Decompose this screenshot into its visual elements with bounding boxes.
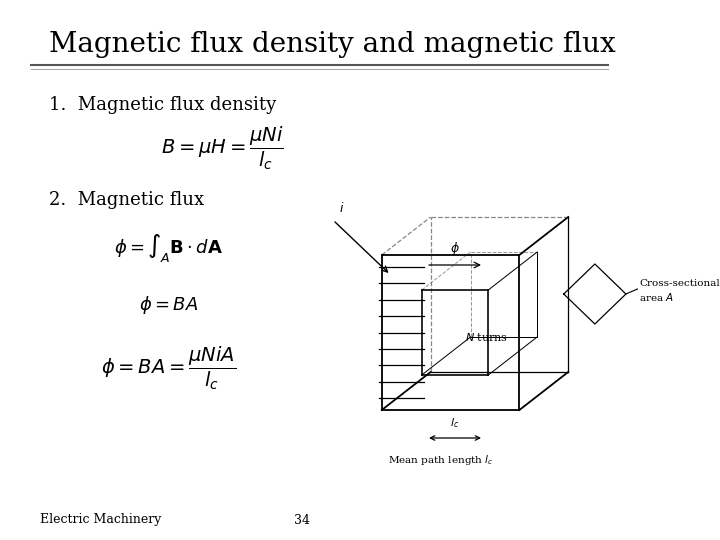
Text: Cross-sectional: Cross-sectional xyxy=(639,280,720,288)
Text: 2.  Magnetic flux: 2. Magnetic flux xyxy=(49,191,204,209)
Text: $N$ turns: $N$ turns xyxy=(465,331,508,343)
Text: Electric Machinery: Electric Machinery xyxy=(40,514,161,526)
Text: $\phi = BA$: $\phi = BA$ xyxy=(139,294,199,316)
Text: $l_c$: $l_c$ xyxy=(450,416,459,430)
Text: $\phi$: $\phi$ xyxy=(450,240,459,257)
Text: Magnetic flux density and magnetic flux: Magnetic flux density and magnetic flux xyxy=(49,31,616,58)
Text: $B = \mu H = \dfrac{\mu N i}{l_c}$: $B = \mu H = \dfrac{\mu N i}{l_c}$ xyxy=(161,124,284,172)
Text: $\phi = BA = \dfrac{\mu N i A}{l_c}$: $\phi = BA = \dfrac{\mu N i A}{l_c}$ xyxy=(101,345,236,391)
Text: $i$: $i$ xyxy=(339,201,345,215)
Text: $\phi = \int_A \mathbf{B} \cdot d\mathbf{A}$: $\phi = \int_A \mathbf{B} \cdot d\mathbf… xyxy=(114,232,223,264)
Text: 34: 34 xyxy=(294,514,310,526)
Text: Mean path length $l_c$: Mean path length $l_c$ xyxy=(389,453,494,467)
Text: area $A$: area $A$ xyxy=(639,291,675,303)
Text: 1.  Magnetic flux density: 1. Magnetic flux density xyxy=(49,96,276,114)
